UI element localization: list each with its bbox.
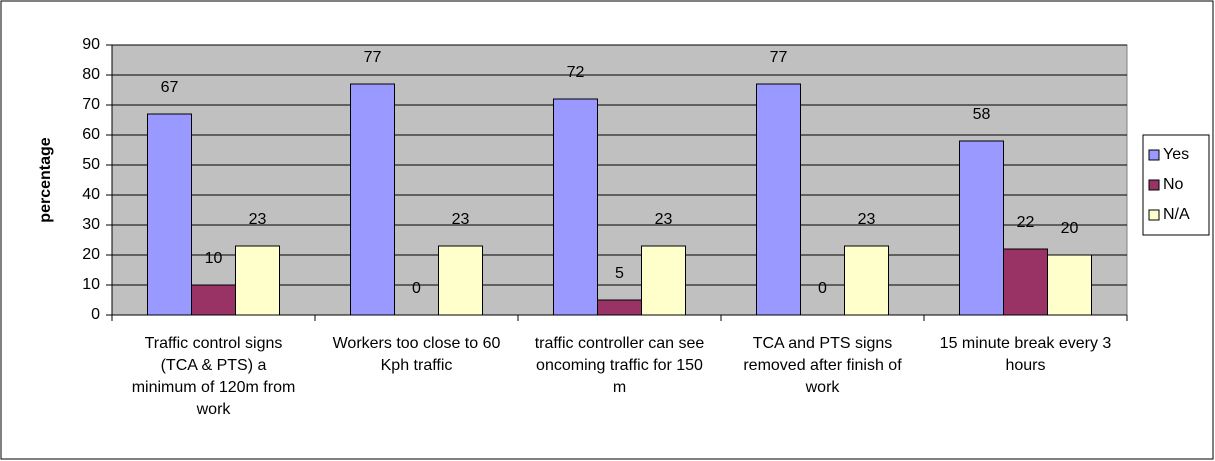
x-tick-label: TCA and PTS signs removed after finish o… — [743, 335, 902, 396]
data-label: 58 — [973, 106, 991, 123]
y-tick-label: 10 — [82, 276, 100, 293]
data-label: 72 — [567, 64, 585, 81]
plot-area — [111, 44, 1128, 316]
y-tick-label: 70 — [82, 96, 100, 113]
bar — [438, 245, 483, 316]
x-tick-label: 15 minute break every 3 hours — [939, 335, 1112, 374]
y-tick-label: 80 — [82, 66, 100, 83]
data-label: 23 — [858, 211, 876, 228]
legend-label: N/A — [1163, 206, 1190, 223]
x-tick-label: traffic controller can see oncoming traf… — [534, 335, 705, 396]
bar — [756, 83, 801, 316]
legend-label: Yes — [1163, 146, 1189, 163]
x-tick-label: Traffic control signs (TCA & PTS) a mini… — [131, 335, 296, 418]
y-tick-label: 20 — [82, 246, 100, 263]
data-label: 77 — [364, 49, 382, 66]
legend-swatch — [1148, 179, 1160, 191]
bar — [350, 83, 395, 316]
bar — [641, 245, 686, 316]
data-label: 23 — [452, 211, 470, 228]
y-tick-label: 90 — [82, 36, 100, 53]
data-label: 10 — [205, 250, 223, 267]
data-label: 20 — [1061, 220, 1079, 237]
x-tick-label: Workers too close to 60 Kph traffic — [332, 335, 501, 374]
y-tick-label: 30 — [82, 216, 100, 233]
y-tick-label: 0 — [91, 306, 100, 323]
data-label: 67 — [161, 79, 179, 96]
y-tick-label: 50 — [82, 156, 100, 173]
y-axis-label: percentage — [37, 137, 54, 222]
bar — [1003, 248, 1048, 316]
legend-swatch — [1148, 209, 1160, 221]
bar — [147, 113, 192, 316]
bar — [959, 140, 1004, 316]
data-label: 0 — [818, 280, 827, 297]
legend-label: No — [1163, 176, 1184, 193]
data-label: 22 — [1017, 214, 1035, 231]
data-label: 77 — [770, 49, 788, 66]
bar — [235, 245, 280, 316]
data-label: 23 — [655, 211, 673, 228]
bar — [844, 245, 889, 316]
data-label: 23 — [249, 211, 267, 228]
bar — [597, 299, 642, 316]
data-label: 0 — [412, 280, 421, 297]
legend-swatch — [1148, 149, 1160, 161]
y-tick-label: 60 — [82, 126, 100, 143]
bar — [191, 284, 236, 316]
data-label: 5 — [615, 265, 624, 282]
y-tick-label: 40 — [82, 186, 100, 203]
bar — [1047, 254, 1092, 316]
bar — [553, 98, 598, 316]
